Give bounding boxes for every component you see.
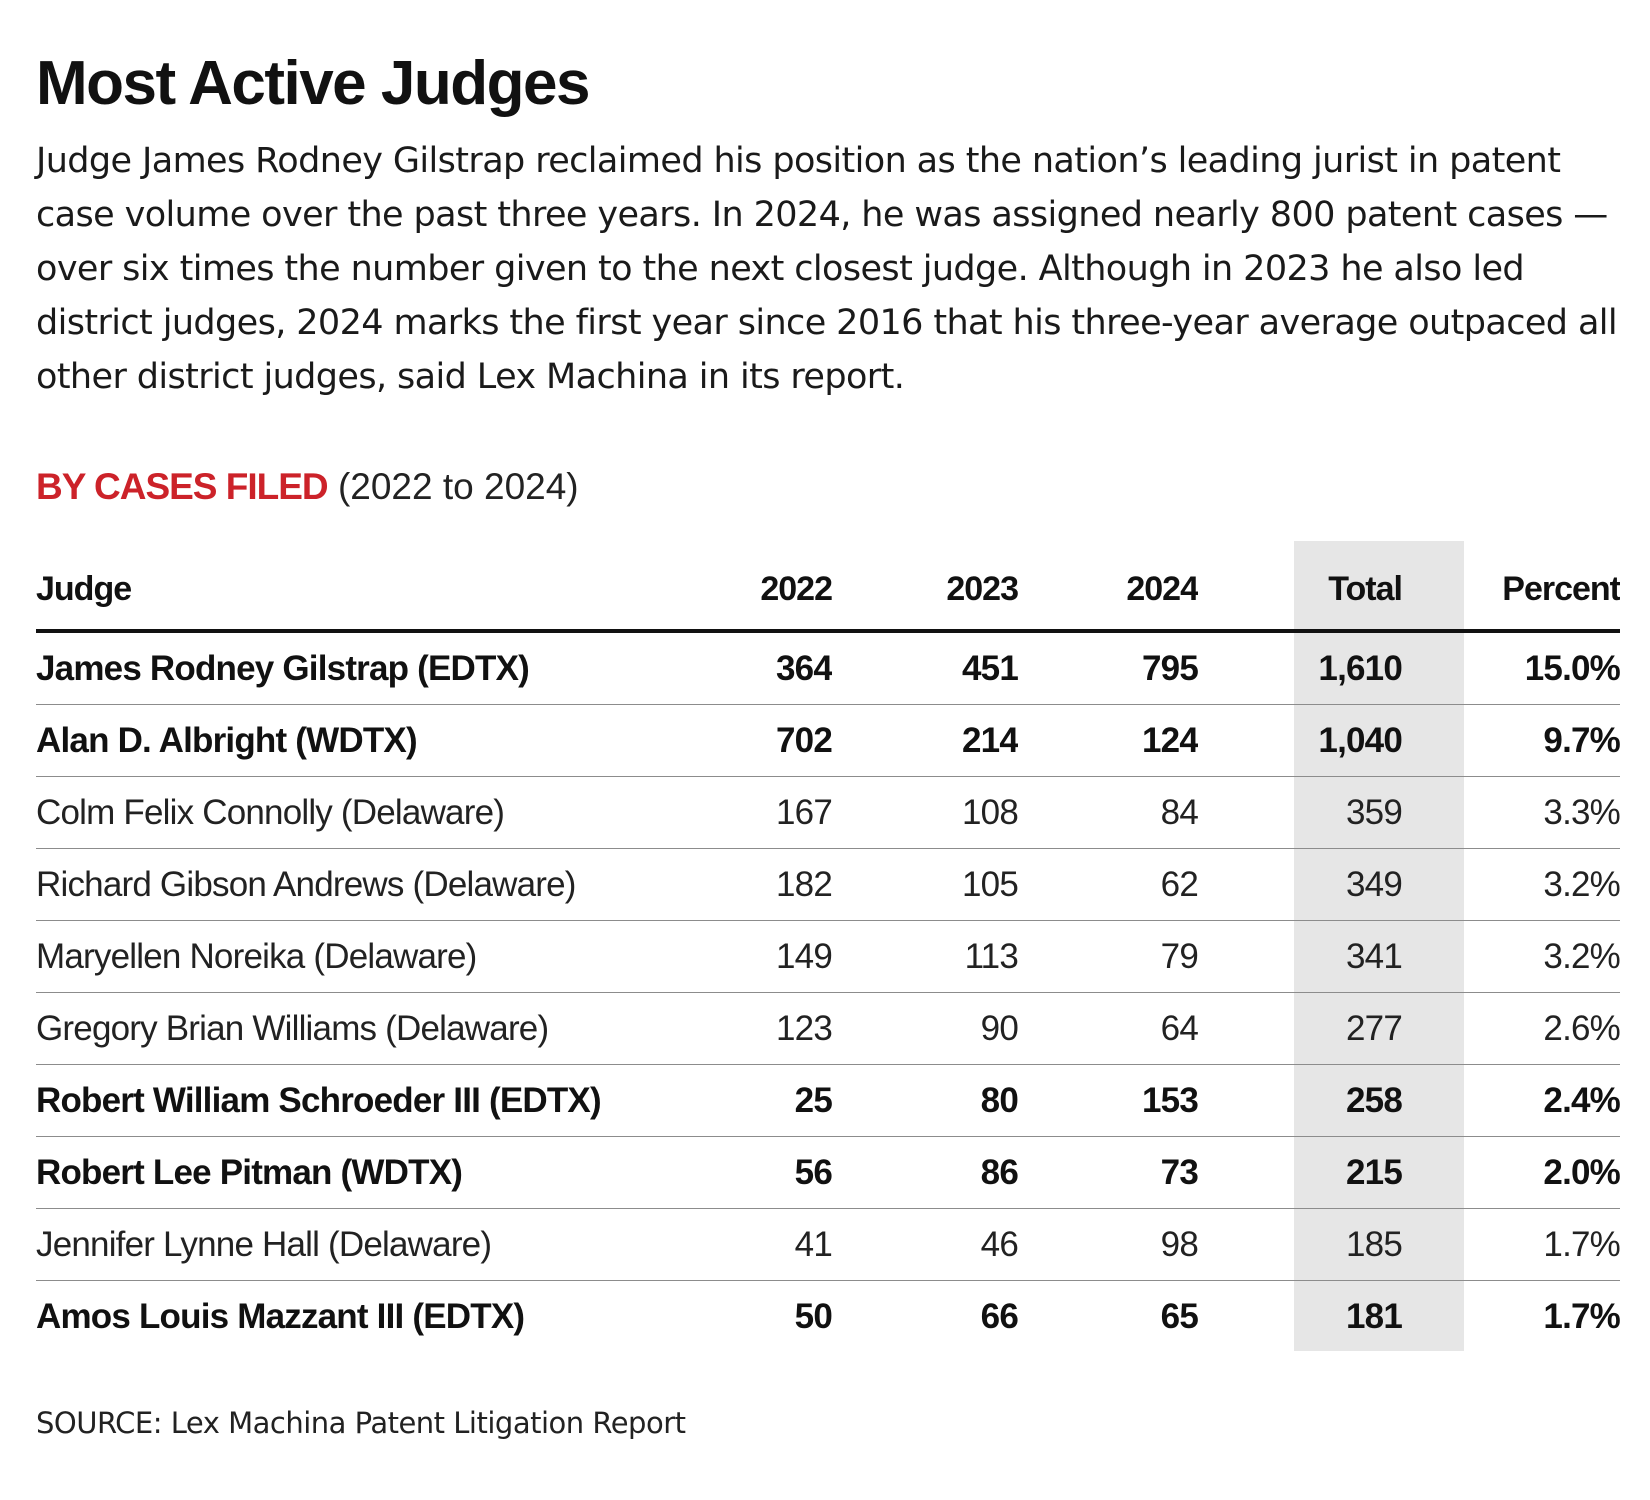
percent-cell: 3.2% [1402,848,1620,921]
judge-name-cell: Amos Louis Mazzant III (EDTX) [36,1296,525,1336]
percent-cell: 15.0% [1402,631,1620,705]
total-cell: 258 [1198,1064,1402,1137]
value-2023-cell: 80 [832,1064,1018,1137]
percent-cell: 2.4% [1402,1064,1620,1137]
table-row: Maryellen Noreika (Delaware) 149 113 79 341 3… [36,920,1620,993]
total-cell: 181 [1346,1296,1402,1336]
table-row: Colm Felix Connolly (Delaware) 167 108 84 35… [36,776,1620,849]
judge-name-cell: Robert Lee Pitman (WDTX) [36,1136,720,1209]
total-cell: 359 [1198,776,1402,849]
total-cell: 341 [1198,920,1402,993]
judge-name-cell: Robert William Schroeder III (EDTX) [36,1064,720,1137]
judges-table: Judge 2022 2023 2024 Total Percent James… [36,541,1620,1352]
value-2024-cell: 73 [1018,1136,1198,1209]
value-2023-cell: 214 [832,704,1018,777]
percent-cell: 3.2% [1402,920,1620,993]
percent-cell: 2.6% [1402,992,1620,1065]
value-2024-cell: 79 [1018,920,1198,993]
value-2023-cell: 66 [980,1296,1018,1336]
judge-name-cell: Colm Felix Connolly (Delaware) [36,776,720,849]
value-2023-cell: 86 [832,1136,1018,1209]
value-2022-cell: 25 [720,1064,832,1137]
column-header-2024: 2024 [1018,541,1198,633]
value-2023-cell: 105 [832,848,1018,921]
percent-cell: 1.7% [1543,1296,1620,1336]
value-2024-cell: 84 [1018,776,1198,849]
table-row: James Rodney Gilstrap (EDTX) 364 451 795 1,6… [36,631,1620,705]
value-2023-cell: 46 [832,1208,1018,1281]
table-row: Gregory Brian Williams (Delaware) 123 90 64… [36,992,1620,1065]
value-2023-cell: 113 [832,920,1018,993]
table-header-row: Judge 2022 2023 2024 Total Percent [36,541,1620,633]
value-2022-cell: 50 [794,1296,832,1336]
column-header-total: Total [1198,541,1402,633]
section-label-range: (2022 to 2024) [337,466,579,507]
value-2023-cell: 451 [832,631,1018,705]
intro-paragraph: Judge James Rodney Gilstrap reclaimed hi… [36,141,1618,397]
value-2024-cell: 124 [1018,704,1198,777]
value-2022-cell: 41 [720,1208,832,1281]
table-row: Amos Louis Mazzant III (EDTX) 50 66 65 181 1.… [36,1281,1620,1353]
total-cell: 277 [1198,992,1402,1065]
judge-name-cell: Jennifer Lynne Hall (Delaware) [36,1208,720,1281]
value-2024-cell: 153 [1018,1064,1198,1137]
total-cell: 1,610 [1198,631,1402,705]
column-header-2022: 2022 [720,541,832,633]
value-2024-cell: 795 [1018,631,1198,705]
judge-name-cell: Gregory Brian Williams (Delaware) [36,992,720,1065]
table-row: Robert Lee Pitman (WDTX) 56 86 73 215 2.0% [36,1136,1620,1209]
table-body: James Rodney Gilstrap (EDTX) 364 451 795 1,6… [36,631,1620,1352]
value-2024-cell: 62 [1018,848,1198,921]
value-2023-cell: 90 [832,992,1018,1065]
table-row: Jennifer Lynne Hall (Delaware) 41 46 98 185 1… [36,1208,1620,1281]
table-row: Alan D. Albright (WDTX) 702 214 124 1,040 9.7… [36,704,1620,777]
column-header-percent: Percent [1402,541,1620,633]
source-note: SOURCE: Lex Machina Patent Litigation Re… [36,1406,686,1440]
value-2023-cell: 108 [832,776,1018,849]
percent-cell: 3.3% [1402,776,1620,849]
value-2022-cell: 182 [720,848,832,921]
total-cell: 1,040 [1198,704,1402,777]
percent-cell: 1.7% [1402,1208,1620,1281]
total-cell: 349 [1198,848,1402,921]
value-2024-cell: 98 [1018,1208,1198,1281]
total-cell: 215 [1198,1136,1402,1209]
table-row: Richard Gibson Andrews (Delaware) 182 105 6… [36,848,1620,921]
value-2022-cell: 167 [720,776,832,849]
judge-name-cell: Alan D. Albright (WDTX) [36,704,720,777]
chart-title: Most Active Judges [36,49,590,118]
total-cell: 185 [1198,1208,1402,1281]
value-2024-cell: 65 [1160,1296,1198,1336]
value-2022-cell: 56 [720,1136,832,1209]
percent-cell: 2.0% [1402,1136,1620,1209]
judge-name-cell: Maryellen Noreika (Delaware) [36,920,720,993]
value-2022-cell: 364 [720,631,832,705]
value-2022-cell: 123 [720,992,832,1065]
section-label: BY CASES FILED (2022 to 2024) [36,462,579,512]
value-2022-cell: 702 [720,704,832,777]
value-2024-cell: 64 [1018,992,1198,1065]
judge-name-cell: Richard Gibson Andrews (Delaware) [36,848,720,921]
percent-cell: 9.7% [1402,704,1620,777]
value-2022-cell: 149 [720,920,832,993]
column-header-judge: Judge [36,541,720,633]
column-header-2023: 2023 [832,541,1018,633]
section-label-main: BY CASES FILED [36,466,329,507]
table-row: Robert William Schroeder III (EDTX) 25 80 1… [36,1064,1620,1137]
judge-name-cell: James Rodney Gilstrap (EDTX) [36,631,720,705]
